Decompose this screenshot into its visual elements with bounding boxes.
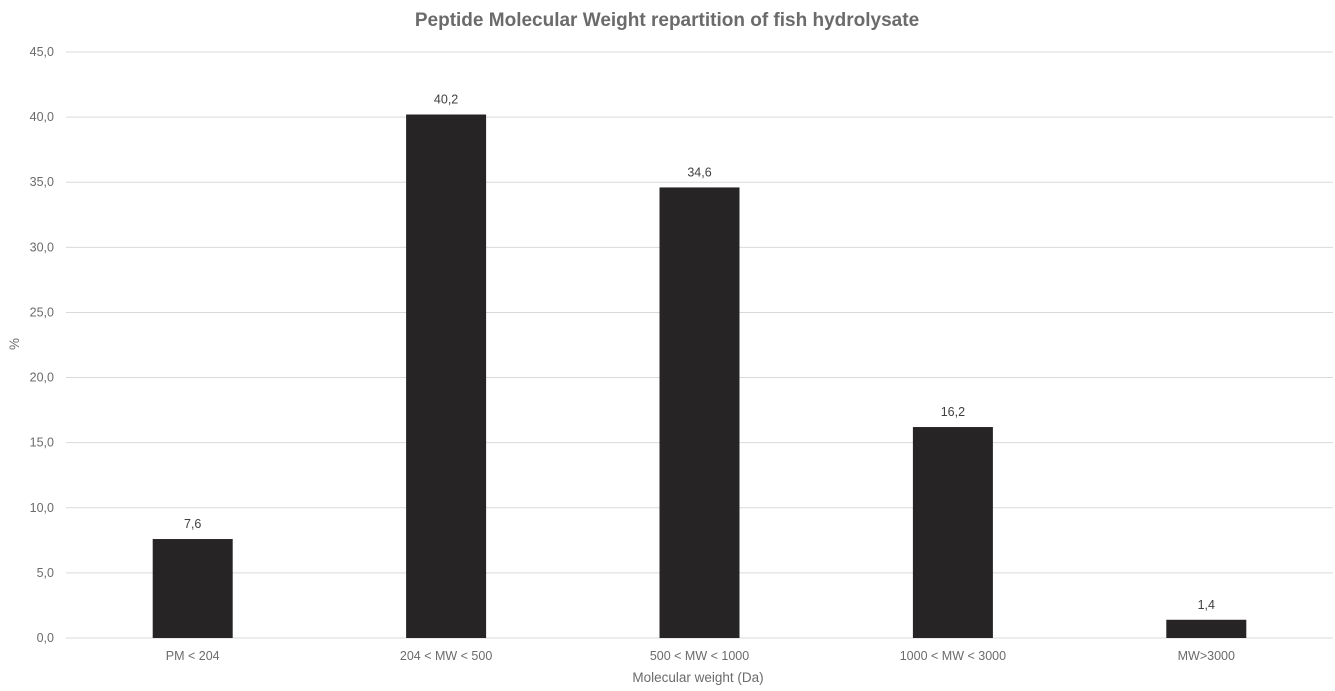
y-tick-label: 40,0: [30, 110, 54, 124]
y-tick-label: 45,0: [30, 45, 54, 59]
y-tick-label: 0,0: [37, 631, 54, 645]
data-label: 1,4: [1198, 598, 1215, 612]
data-label: 7,6: [184, 517, 201, 531]
bar: [406, 114, 487, 639]
bar: [1166, 619, 1247, 638]
x-tick-label: 204 < MW < 500: [400, 649, 492, 663]
data-label: 40,2: [434, 93, 458, 107]
x-tick-label: MW>3000: [1178, 649, 1235, 663]
y-tick-label: 30,0: [30, 240, 54, 254]
x-tick-label: 1000 < MW < 3000: [900, 649, 1006, 663]
bars: [152, 114, 1247, 639]
data-labels: 7,6 40,2 34,6 16,2 1,4: [184, 93, 1215, 612]
data-label: 16,2: [941, 405, 965, 419]
bar: [659, 187, 740, 639]
x-axis-ticks: PM < 204 204 < MW < 500 500 < MW < 1000 100…: [166, 649, 1235, 663]
data-label: 34,6: [687, 165, 711, 179]
bar: [912, 427, 993, 638]
y-tick-label: 5,0: [37, 566, 54, 580]
x-axis-title: Molecular weight (Da): [632, 670, 763, 685]
y-tick-label: 35,0: [30, 175, 54, 189]
y-axis-title: %: [7, 338, 22, 350]
y-tick-label: 10,0: [30, 501, 54, 515]
chart-title: Peptide Molecular Weight repartition of …: [415, 10, 919, 31]
y-tick-label: 20,0: [30, 371, 54, 385]
x-tick-label: 500 < MW < 1000: [650, 649, 749, 663]
bar: [152, 539, 233, 638]
y-axis-ticks: 0,0 5,0 10,0 15,0 20,0 25,0 30,0 35,0 40,0 45,0: [30, 45, 54, 645]
x-tick-label: PM < 204: [166, 649, 220, 663]
y-tick-label: 25,0: [30, 305, 54, 319]
y-tick-label: 15,0: [30, 436, 54, 450]
